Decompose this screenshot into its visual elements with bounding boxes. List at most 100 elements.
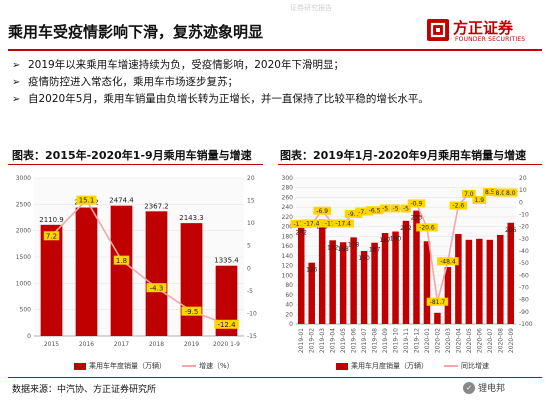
- y2-tick-label: -15: [247, 333, 257, 340]
- bar-value-label: 2143.3: [179, 214, 204, 222]
- growth-label-box: [437, 257, 459, 266]
- x-tick-label: 2018: [149, 341, 164, 348]
- y-tick-label: 0: [289, 321, 293, 328]
- x-tick-label: 2019-03: [319, 328, 326, 353]
- bar-value-label: 178: [348, 241, 360, 248]
- bullet-list: ➢ 2019年以来乘用车增速持续为负，受疫情影响，2020年下滑明显； ➢ 疫情防控…: [12, 57, 542, 108]
- growth-label-box: [493, 188, 508, 197]
- growth-value-label: -5: [382, 206, 388, 213]
- y-tick-label: 40: [285, 302, 293, 309]
- x-tick-label: 2020-07: [487, 328, 494, 353]
- x-tick-label: 2019-11: [403, 328, 410, 353]
- y-tick-label: 300: [282, 175, 294, 182]
- growth-label-box: [449, 201, 468, 210]
- x-tick-label: 2020-06: [476, 328, 483, 353]
- bar: [180, 223, 203, 336]
- x-tick-label: 2017: [114, 341, 129, 348]
- chart-1-title-underline: [8, 164, 263, 165]
- chart-2-monthly-sales: 0204060801001201401601802002202402602803…: [282, 175, 533, 353]
- x-tick-label: 2019-07: [361, 328, 368, 353]
- y-tick-label: 240: [282, 204, 294, 211]
- bar: [507, 222, 515, 324]
- x-tick-label: 2019-04: [330, 328, 337, 353]
- bar-value-label: 126: [306, 267, 318, 274]
- logo-name-cn: 方正证券: [453, 19, 514, 37]
- y2-tick-label: -40: [519, 248, 529, 255]
- chart-1-annual-sales: 0 500 1000 1500 2000 2500 3000 -15 -10 -5 0 5 10 15 20…: [16, 175, 257, 348]
- bar-value-label: 2367.2: [144, 202, 169, 210]
- y-tick-label: 100: [282, 272, 294, 279]
- wechat-account-name: 锂电邦: [478, 384, 506, 394]
- bar-value-label: 190: [390, 236, 402, 243]
- x-tick-label: 2020-09: [508, 328, 515, 353]
- growth-value-label: 8.0: [496, 190, 506, 197]
- bar-value-label: 202: [296, 230, 308, 237]
- company-logo: 方正证券 FOUNDER SECURITIES: [427, 17, 545, 47]
- bar: [360, 251, 368, 324]
- bar-value-label: 1335.4: [214, 257, 239, 265]
- y2-tick-label: 15: [247, 198, 255, 205]
- legend-item-line: 同比增速: [444, 361, 489, 371]
- growth-label-box: [416, 223, 438, 232]
- bar: [40, 224, 63, 336]
- bar-value-label: 206: [505, 227, 517, 234]
- y-tick-label: 0: [27, 333, 31, 340]
- growth-value-label: -4.3: [150, 284, 164, 292]
- bar: [329, 240, 336, 324]
- legend-item-bar: 乘用车年度销量（万辆）: [74, 361, 166, 371]
- y2-tick-label: -10: [247, 310, 257, 317]
- slide-header: 证券研究报告 乘用车受疫情影响下滑，复苏迹象明显 方正证券 FOUNDER SE…: [0, 0, 550, 52]
- x-tick-label: 2019-05: [340, 328, 347, 353]
- bar: [444, 267, 452, 324]
- bar: [339, 242, 347, 324]
- chart-2-legend: 乘用车月度销量（万辆） 同比增速: [336, 361, 505, 371]
- legend-line-swatch: [182, 365, 196, 367]
- y-tick-label: 140: [282, 253, 294, 260]
- growth-value-label: -48.4: [440, 258, 456, 265]
- legend-label: 乘用车年度销量（万辆）: [89, 362, 166, 370]
- y-tick-label: 180: [282, 233, 294, 240]
- logo-mark-icon: [427, 19, 449, 41]
- x-tick-label: 2019-12: [413, 328, 420, 353]
- growth-value-label: -17.4: [335, 221, 351, 228]
- growth-value-label: -6.5: [369, 207, 381, 214]
- bar-value-label: 233: [411, 215, 423, 222]
- growth-label-box: [43, 231, 60, 241]
- x-tick-label: 2019: [184, 341, 199, 348]
- y-tick-label: 500: [20, 307, 32, 314]
- chart-2-title-underline: [278, 164, 542, 165]
- growth-value-label: -9.5: [185, 308, 199, 316]
- bullet-text: 自2020年5月，乘用车销量由负增长转为正增长，并一直保持了比较平稳的增长水平。: [28, 93, 429, 105]
- growth-value-label: -5: [393, 206, 399, 213]
- x-tick-label: 2020-05: [466, 328, 473, 353]
- y-tick-label: 1500: [16, 254, 31, 261]
- legend-label: 乘用车月度销量（万辆）: [351, 362, 428, 370]
- bar: [413, 210, 420, 324]
- growth-value-label: 15.1: [79, 197, 95, 205]
- growth-label-box: [390, 204, 401, 213]
- logo-name-en: FOUNDER SECURITIES: [455, 36, 526, 43]
- bar: [455, 233, 462, 324]
- growth-value-label: -5: [403, 206, 409, 213]
- x-tick-label: 2019-06: [351, 328, 358, 353]
- growth-label-box: [482, 187, 497, 196]
- bullet-text: 疫情防控进入常态化，乘用车市场逐步复苏；: [28, 76, 238, 88]
- growth-label-box: [380, 204, 390, 213]
- bar: [297, 225, 305, 324]
- y2-tick-label: 20: [247, 175, 255, 182]
- growth-label-box: [355, 207, 373, 216]
- y2-tick-label: 10: [519, 187, 527, 194]
- y-tick-label: 2500: [16, 201, 31, 208]
- bar-value-label: 150: [358, 255, 370, 262]
- growth-value-label: 7.0: [464, 191, 474, 198]
- x-tick-label: 2016: [79, 341, 94, 348]
- growth-value-label: 1.9: [475, 197, 485, 204]
- slide-title: 乘用车受疫情影响下滑，复苏迹象明显: [8, 23, 264, 41]
- y-tick-label: 1000: [16, 280, 31, 287]
- growth-label-box: [146, 283, 167, 293]
- y2-tick-label: 0: [247, 265, 251, 272]
- arrow-bullet-icon: ➢: [12, 94, 21, 105]
- bar: [434, 312, 441, 324]
- x-tick-label: 2020-04: [455, 328, 462, 353]
- bar-value-label: 168: [337, 246, 349, 253]
